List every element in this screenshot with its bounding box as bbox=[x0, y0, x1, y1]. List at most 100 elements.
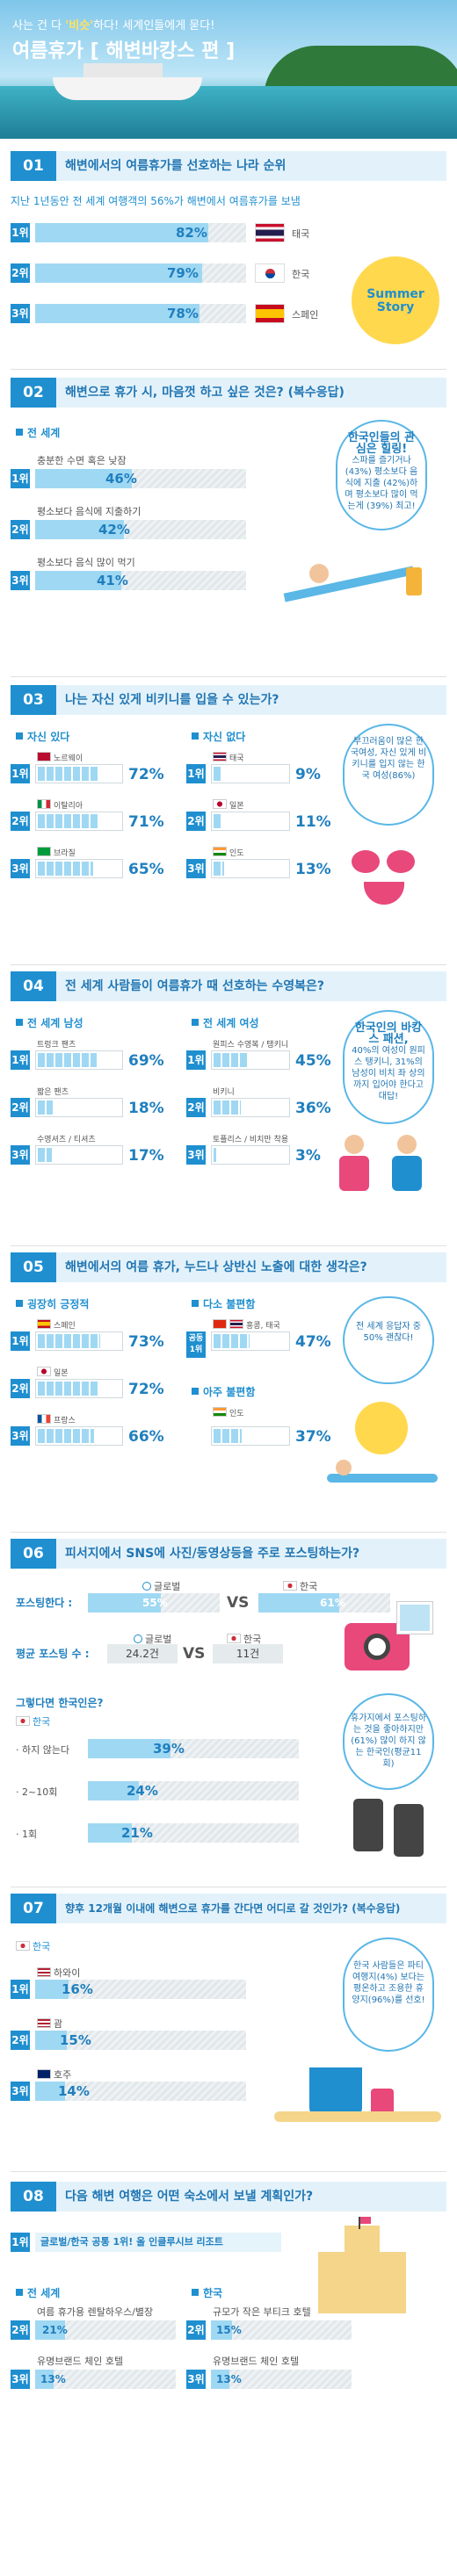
usa-flag-icon bbox=[37, 2018, 51, 2028]
percent-value: 18% bbox=[128, 1100, 164, 1117]
percent-value: 69% bbox=[128, 1052, 164, 1070]
battery-bar bbox=[35, 1426, 123, 1446]
divider bbox=[11, 2171, 446, 2172]
global-label: 글로벌 bbox=[142, 1579, 180, 1593]
country-label: 태국 bbox=[292, 228, 310, 240]
rank-badge: 1위 bbox=[186, 1050, 206, 1070]
rank-badge: 2위 bbox=[186, 2320, 206, 2340]
country-label: 노르웨이 bbox=[37, 752, 83, 763]
korea-posting-bar: 61% bbox=[258, 1593, 390, 1613]
rank-badge: 1위 bbox=[11, 469, 30, 488]
bar-row-2: 24% bbox=[88, 1781, 299, 1800]
section-question: 전 세계 사람들이 여름휴가 때 선호하는 수영복은? bbox=[65, 979, 324, 993]
group-label: 굉장히 긍정적 bbox=[16, 1296, 89, 1311]
rank-badge: 3위 bbox=[186, 2370, 206, 2389]
battery-bar bbox=[35, 764, 123, 783]
rank-badge: 2위 bbox=[11, 812, 30, 831]
bar-row-1: 39% bbox=[88, 1739, 299, 1758]
bar-row-1: 46% bbox=[35, 469, 246, 488]
country-label: 인도 bbox=[213, 847, 244, 858]
battery-bar bbox=[211, 764, 290, 783]
item-label: 평소보다 음식 많이 먹기 bbox=[37, 557, 135, 568]
item-label: 트렁크 팬츠 bbox=[37, 1041, 76, 1050]
bar-row-2: 21% bbox=[35, 2320, 176, 2340]
section-08: 08 다음 해변 여행은 어떤 숙소에서 보낼 계획인가? 1위 글로벌/한국 … bbox=[11, 2182, 446, 2568]
insight-bubble: 한국인의 바캉스 패션, 40%의 여성이 원피스 탱키니, 31%의 남성이 … bbox=[343, 1010, 434, 1124]
section-subtitle: 지난 1년동안 전 세계 여행객의 56%가 해변에서 여름휴가를 보냄 bbox=[11, 195, 301, 207]
bar-row-2: 42% bbox=[35, 520, 246, 539]
country-label: 일본 bbox=[37, 1367, 69, 1378]
country-label: 브라질 bbox=[37, 847, 76, 858]
summer-story-badge: Summer Story bbox=[352, 256, 439, 344]
section-header: 05 해변에서의 여름 휴가, 누드나 상반신 노출에 대한 생각은? bbox=[11, 1252, 446, 1282]
section-question: 피서지에서 SNS에 사진/동영상등을 주로 포스팅하는가? bbox=[65, 1547, 360, 1561]
battery-bar bbox=[211, 812, 290, 831]
japan-flag-icon bbox=[213, 799, 227, 809]
korea-label: 한국 bbox=[227, 1632, 261, 1646]
rank-badge: 2위 bbox=[11, 2320, 30, 2340]
bar-row-2: 15% bbox=[211, 2320, 352, 2340]
bar-row-3: 78% bbox=[35, 304, 246, 323]
section-number: 07 bbox=[11, 1894, 56, 1923]
korea-flag-icon bbox=[16, 1941, 30, 1951]
phones-illustration bbox=[345, 1799, 432, 1860]
percent-value: 65% bbox=[128, 861, 164, 878]
rank-badge: 공동 1위 bbox=[186, 1331, 206, 1358]
group-label: 아주 불편함 bbox=[192, 1384, 255, 1399]
thailand-flag-icon bbox=[213, 752, 227, 761]
posting-label: 포스팅한다 : bbox=[16, 1597, 73, 1609]
rank-badge: 3위 bbox=[11, 304, 30, 323]
rank-badge: 2위 bbox=[11, 520, 30, 539]
thailand-flag-icon bbox=[255, 223, 285, 242]
item-label: 원피스 수영복 / 탱키니 bbox=[213, 1041, 289, 1050]
global-count: 24.2건 bbox=[107, 1644, 178, 1663]
section-header: 08 다음 해변 여행은 어떤 숙소에서 보낼 계획인가? bbox=[11, 2182, 446, 2212]
section-question: 나는 자신 있게 비키니를 입을 수 있는가? bbox=[65, 693, 279, 707]
korea-flag-icon bbox=[16, 1716, 30, 1726]
battery-bar bbox=[211, 1098, 290, 1117]
usa-flag-icon bbox=[37, 1967, 51, 1977]
australia-flag-icon bbox=[37, 2069, 51, 2079]
item-label: 비키니 bbox=[213, 1088, 235, 1097]
country-label: 스페인 bbox=[37, 1319, 76, 1331]
battery-bar bbox=[35, 1145, 123, 1165]
section-header: 01 해변에서의 여름휴가를 선호하는 나라 순위 bbox=[11, 151, 446, 181]
globe-icon bbox=[134, 1634, 142, 1643]
battery-bar bbox=[211, 859, 290, 878]
battery-bar bbox=[211, 1426, 290, 1446]
bar-row-3: 41% bbox=[35, 571, 246, 590]
france-flag-icon bbox=[37, 1414, 51, 1424]
rank-badge: 2위 bbox=[186, 1098, 206, 1117]
percent-value: 11% bbox=[295, 813, 331, 831]
divider bbox=[11, 1532, 446, 1533]
battery-bar bbox=[35, 859, 123, 878]
rank-badge: 3위 bbox=[11, 1426, 30, 1446]
global-label: 글로벌 bbox=[134, 1632, 171, 1646]
rank-badge: 3위 bbox=[11, 859, 30, 878]
group-label: 전 세계 bbox=[16, 2285, 60, 2300]
percent-value: 72% bbox=[128, 1381, 164, 1398]
section-question: 해변으로 휴가 시, 마음껏 하고 싶은 것은? (복수응답) bbox=[65, 386, 345, 400]
battery-bar bbox=[211, 1050, 290, 1070]
battery-bar bbox=[35, 812, 123, 831]
section-question: 해변에서의 여름 휴가, 누드나 상반신 노출에 대한 생각은? bbox=[65, 1260, 367, 1274]
battery-bar bbox=[211, 1145, 290, 1165]
section-question: 해변에서의 여름휴가를 선호하는 나라 순위 bbox=[65, 159, 287, 173]
battery-bar bbox=[35, 1098, 123, 1117]
percent-value: 45% bbox=[295, 1052, 331, 1070]
group-label: 한국 bbox=[16, 1939, 50, 1953]
rank-badge: 2위 bbox=[11, 1098, 30, 1117]
section-header: 03 나는 자신 있게 비키니를 입을 수 있는가? bbox=[11, 685, 446, 715]
battery-bar bbox=[35, 1379, 123, 1398]
rank-badge: 1위 bbox=[11, 1980, 30, 1999]
section-04: 04 전 세계 사람들이 여름휴가 때 선호하는 수영복은? 전 세계 남성 전… bbox=[11, 971, 446, 1235]
section-07: 07 향후 12개월 이내에 해변으로 휴가를 간다면 어디로 갈 것인가? (… bbox=[11, 1894, 446, 2157]
country-label: 호주 bbox=[37, 2067, 71, 2082]
india-flag-icon bbox=[213, 1407, 227, 1417]
divider bbox=[11, 1245, 446, 1246]
globe-icon bbox=[142, 1582, 151, 1591]
percent-value: 13% bbox=[295, 861, 331, 878]
korea-flag-icon bbox=[283, 1581, 297, 1591]
section-01: 01 해변에서의 여름휴가를 선호하는 나라 순위 지난 1년동안 전 세계 여… bbox=[11, 151, 446, 362]
item-label: 유명브랜드 체인 호텔 bbox=[213, 2356, 300, 2367]
